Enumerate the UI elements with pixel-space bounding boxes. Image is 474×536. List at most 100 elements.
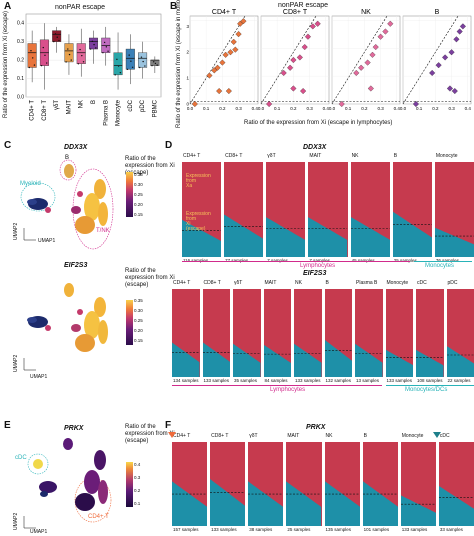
a-point <box>53 40 55 43</box>
b-xtick: 0.4 <box>465 106 472 111</box>
b-xtick: 0.2 <box>432 106 439 111</box>
a-point <box>117 65 120 67</box>
a-point <box>153 61 155 63</box>
legend2-tick: 0.35 <box>134 298 143 303</box>
a-ytick: 0.2 <box>17 58 24 64</box>
sample-count: 116 samples <box>183 258 208 263</box>
panel-b-ylabel: Ratio of the expression from Xi (escape … <box>176 0 182 128</box>
row-header: pDC <box>447 280 458 286</box>
xi-area <box>385 349 413 377</box>
b-xtick: 0.2 <box>219 106 226 111</box>
row-header: CD4+ T <box>183 153 201 159</box>
panel-d-row1-group2-line <box>414 261 472 262</box>
panel-a-title: nonPAR escape <box>55 4 106 11</box>
row-header: B <box>393 153 398 159</box>
b-point <box>280 69 287 76</box>
b-point <box>358 64 365 71</box>
panel-a-boxplot: 0.0 0.1 0.2 0.3 0.4 CD4+ T CD8+ T γδT MAIT NK B Pla… <box>17 13 162 126</box>
a-point <box>154 62 157 65</box>
legend1-tick: 0.20 <box>134 202 143 207</box>
b-point <box>287 64 294 71</box>
a-point <box>46 62 48 64</box>
b-xtick: 0.0 <box>258 106 265 111</box>
a-box <box>150 59 160 66</box>
panel-c-umap1-label-2: UMAP1 <box>30 374 48 380</box>
xi-area <box>263 344 291 377</box>
sample-count: 133 samples <box>386 378 413 383</box>
a-point <box>89 48 92 50</box>
b-facet-frame <box>189 15 259 105</box>
b-ytick: 0.1 <box>186 76 189 81</box>
legend-e-tick: 0.3 <box>134 475 141 480</box>
panel-d-row1-group2: Monocytes <box>425 263 455 269</box>
b-point <box>309 23 316 30</box>
panel-e-umap <box>23 438 133 529</box>
b-xtick: 0.2 <box>290 106 297 111</box>
a-box <box>89 37 98 50</box>
b-point <box>353 69 360 76</box>
panel-e-umap2-label: UMAP2 <box>13 512 19 530</box>
a-xtick: cDC <box>128 99 134 111</box>
a-point <box>140 56 143 58</box>
b-xtick: 0.0 <box>329 106 336 111</box>
a-point <box>151 64 153 67</box>
b-ytick: 0.3 <box>186 24 189 29</box>
row-header: MAIT <box>287 433 300 439</box>
a-point <box>33 64 36 66</box>
row-header: MAIT <box>264 280 277 286</box>
a-ytick: 0.0 <box>17 95 24 101</box>
row-header: γδT <box>234 280 243 286</box>
xi-area <box>434 227 474 257</box>
b-point <box>227 49 234 56</box>
panel-d-annot-xa: Expression from Xa <box>186 174 211 189</box>
a-point <box>67 48 69 50</box>
row-header: B <box>325 280 329 286</box>
row-header: CD4+ T <box>173 280 191 286</box>
sample-count: 7 samples <box>309 258 330 263</box>
legend1-tick: 0.30 <box>134 182 143 187</box>
b-facet-title: NK <box>361 9 371 16</box>
legend-e-tick: 0.4 <box>134 462 141 467</box>
a-xtick: PBMC <box>152 99 158 117</box>
b-point <box>451 88 458 95</box>
legend1-tick: 0.15 <box>134 212 143 217</box>
a-point <box>68 53 71 56</box>
a-point <box>144 65 146 67</box>
a-xtick: B <box>91 100 97 104</box>
panel-e-cluster-cdc: cDC <box>15 455 27 461</box>
a-point <box>107 50 109 52</box>
sample-count: 45 samples <box>352 258 375 263</box>
xi-area <box>172 342 200 377</box>
b-xtick: 0.3 <box>448 106 455 111</box>
sample-count: 77 samples <box>225 258 248 263</box>
panel-d-gene1: DDX3X <box>303 144 327 151</box>
b-point <box>214 64 221 71</box>
row-header: γδT <box>249 433 258 439</box>
b-xtick: 0.4 <box>394 106 401 111</box>
a-xtick: pDC <box>140 99 146 112</box>
panel-d-row2-group1: Lymphocytes <box>270 387 306 393</box>
a-xtick: Plasma B <box>103 100 109 126</box>
xi-area <box>210 478 246 526</box>
sample-count: 132 samples <box>325 378 352 383</box>
panel-c-umap2-label-2: UMAP2 <box>13 354 19 372</box>
row-header: CD8+ T <box>225 153 243 159</box>
row-header: CD8+ T <box>203 280 221 286</box>
panel-c-cluster-myeloid: Myeloid <box>20 181 41 187</box>
row-header: γδT <box>267 153 276 159</box>
xi-area <box>294 343 322 377</box>
sample-count: 84 samples <box>264 378 288 383</box>
panel-a-label: A <box>4 1 12 12</box>
panel-c-gene2: EIF2S3 <box>64 262 88 269</box>
xi-area <box>233 343 261 377</box>
a-point <box>42 46 44 49</box>
b-xtick: 0.4 <box>323 106 330 111</box>
b-facet-frame <box>331 15 401 105</box>
b-point <box>459 23 466 30</box>
b-point <box>338 100 345 108</box>
row-header: Monocyte <box>386 280 409 286</box>
b-ytick: 0.2 <box>186 50 189 55</box>
xi-area <box>400 495 436 526</box>
panel-c-umap2 <box>23 283 133 371</box>
a-point <box>70 59 72 61</box>
